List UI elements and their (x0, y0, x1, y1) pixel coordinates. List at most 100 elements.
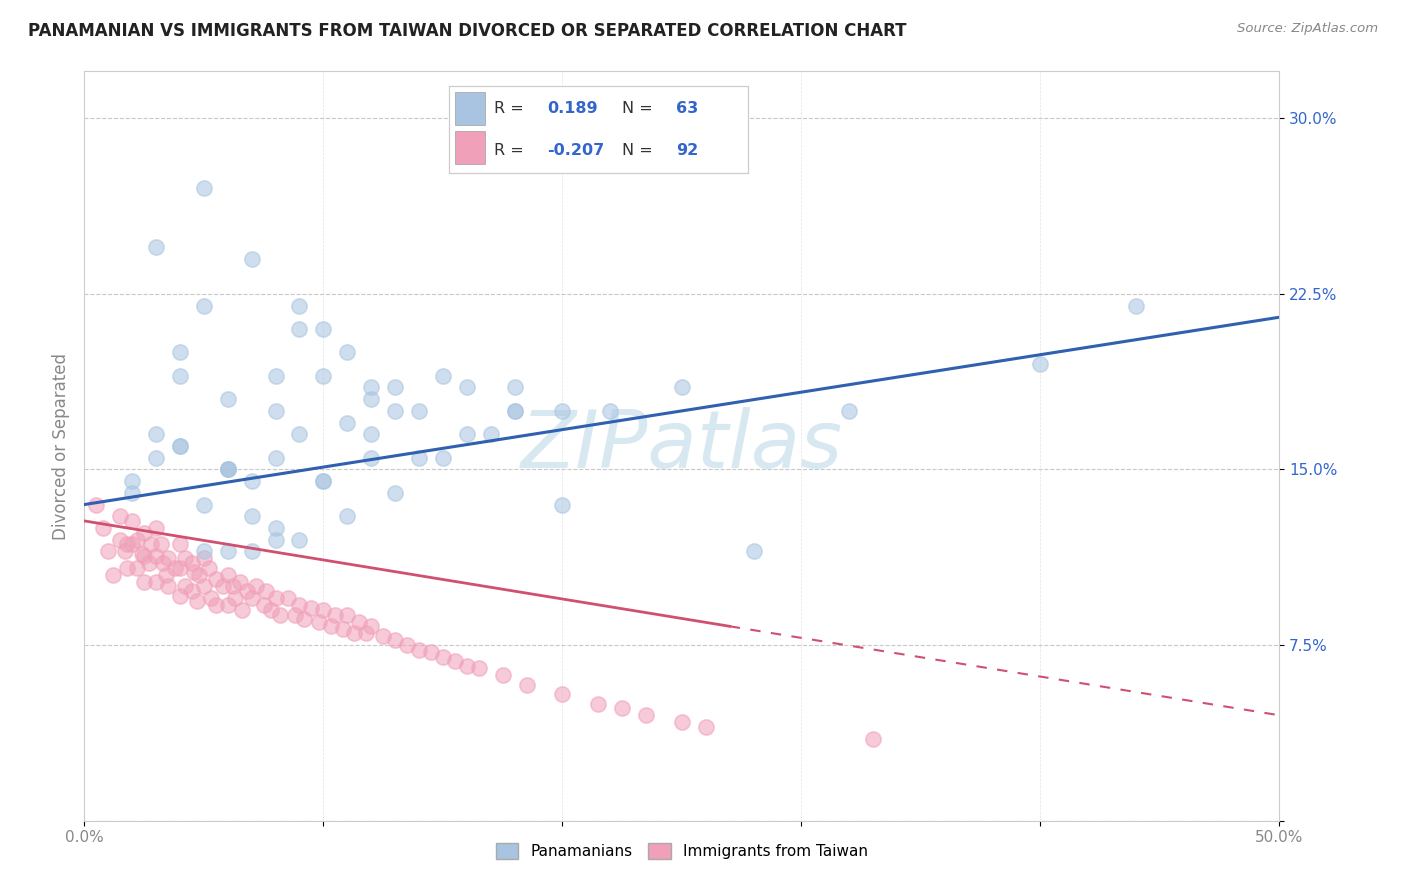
Point (245, 580, 267, 594)
Y-axis label: Divorced or Separated: Divorced or Separated (52, 352, 70, 540)
Point (131, 547, 153, 561)
Point (217, 462, 239, 476)
Point (149, 537, 172, 551)
Point (408, 450, 430, 465)
Point (217, 462, 239, 476)
Point (157, 580, 180, 594)
Point (695, 720, 717, 734)
Point (132, 525, 156, 540)
Point (155, 567, 177, 582)
Point (240, 509, 263, 524)
Point (173, 551, 195, 566)
Point (217, 567, 239, 582)
Point (125, 533, 148, 547)
Point (145, 427, 167, 442)
Point (169, 345, 191, 359)
Point (420, 645, 443, 659)
Point (188, 567, 211, 582)
Point (181, 556, 204, 570)
Point (145, 574, 167, 589)
Point (551, 498, 574, 512)
Text: Source: ZipAtlas.com: Source: ZipAtlas.com (1237, 22, 1378, 36)
Point (264, 521, 287, 535)
Point (200, 591, 222, 606)
Point (862, 731, 884, 746)
Point (193, 551, 215, 566)
Point (121, 474, 143, 488)
Point (432, 649, 454, 664)
Point (349, 615, 371, 629)
Point (301, 600, 323, 615)
Point (197, 561, 219, 575)
Text: ZIPatlas: ZIPatlas (520, 407, 844, 485)
Point (217, 392, 239, 407)
Point (264, 368, 287, 383)
Point (152, 556, 174, 570)
Point (193, 580, 215, 594)
Point (516, 678, 538, 692)
Point (838, 404, 860, 418)
Point (292, 612, 315, 626)
Point (110, 509, 132, 524)
Point (444, 655, 467, 669)
Point (456, 659, 478, 673)
Point (157, 551, 180, 566)
Point (141, 537, 163, 551)
Point (312, 368, 335, 383)
Point (408, 642, 430, 657)
Point (588, 697, 610, 711)
Point (373, 629, 395, 643)
Point (456, 427, 478, 442)
Point (221, 580, 243, 594)
Point (145, 549, 167, 563)
Point (264, 450, 287, 465)
Point (288, 298, 311, 313)
Point (551, 404, 574, 418)
Point (671, 380, 693, 394)
Point (384, 380, 406, 394)
Point (253, 599, 276, 613)
Point (145, 450, 167, 465)
Point (121, 485, 143, 500)
Point (193, 181, 215, 195)
Point (101, 567, 124, 582)
Point (332, 622, 354, 636)
Point (217, 462, 239, 476)
Point (360, 427, 382, 442)
Point (229, 574, 252, 589)
Point (110, 533, 132, 547)
Point (138, 556, 160, 570)
Point (145, 521, 167, 535)
Point (284, 607, 307, 622)
Point (336, 345, 359, 359)
Point (217, 599, 239, 613)
Point (336, 416, 359, 430)
Point (193, 544, 215, 558)
Point (312, 474, 335, 488)
Point (240, 252, 263, 266)
Point (503, 404, 526, 418)
Point (240, 474, 263, 488)
Point (117, 537, 139, 551)
Point (183, 566, 205, 580)
Point (503, 404, 526, 418)
Point (240, 544, 263, 558)
Point (312, 474, 335, 488)
Point (288, 322, 311, 336)
Point (169, 537, 191, 551)
Point (145, 240, 167, 254)
Point (193, 298, 215, 313)
Point (1125, 298, 1147, 313)
Point (432, 368, 454, 383)
Point (1029, 357, 1052, 371)
Point (205, 573, 228, 587)
Point (93, 521, 115, 535)
Point (169, 439, 191, 453)
Point (205, 599, 228, 613)
Point (432, 450, 454, 465)
Point (468, 661, 491, 675)
Point (165, 561, 187, 575)
Point (288, 533, 311, 547)
Point (336, 509, 359, 524)
Point (312, 322, 335, 336)
